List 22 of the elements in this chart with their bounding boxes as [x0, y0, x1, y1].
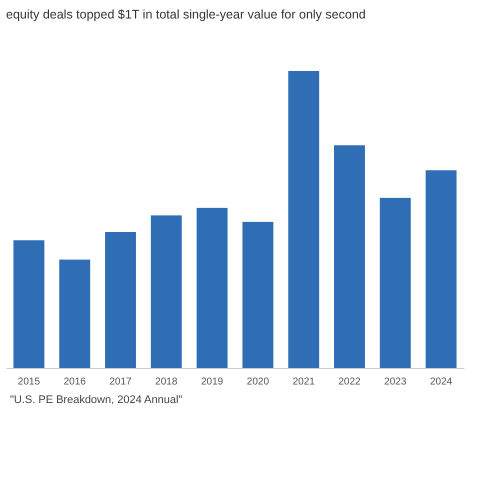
- bar: [288, 71, 320, 368]
- x-tick-label: 2024: [430, 376, 453, 388]
- x-tick-label: 2017: [109, 376, 132, 388]
- bar: [242, 222, 274, 368]
- x-tick-label: 2018: [155, 376, 178, 388]
- x-tick-label: 2021: [292, 376, 316, 388]
- bar: [105, 232, 136, 368]
- bar: [150, 215, 182, 368]
- bar: [426, 170, 457, 368]
- x-tick-label: 2015: [18, 376, 40, 388]
- x-tick-label: 2020: [246, 376, 270, 388]
- x-tick-label: 2016: [64, 376, 86, 388]
- x-tick-label: 2019: [200, 376, 224, 388]
- x-tick-label: 2022: [338, 376, 362, 388]
- bar: [196, 208, 228, 368]
- bar: [13, 240, 44, 368]
- bar: [59, 260, 90, 368]
- bar: [334, 145, 365, 368]
- chart-title: equity deals topped $1T in total single-year value for only second: [6, 8, 366, 22]
- bar: [380, 198, 411, 368]
- x-tick-label: 2023: [384, 376, 407, 388]
- text: "U.S. PE Breakdown, 2024 Annual": [9, 393, 184, 408]
